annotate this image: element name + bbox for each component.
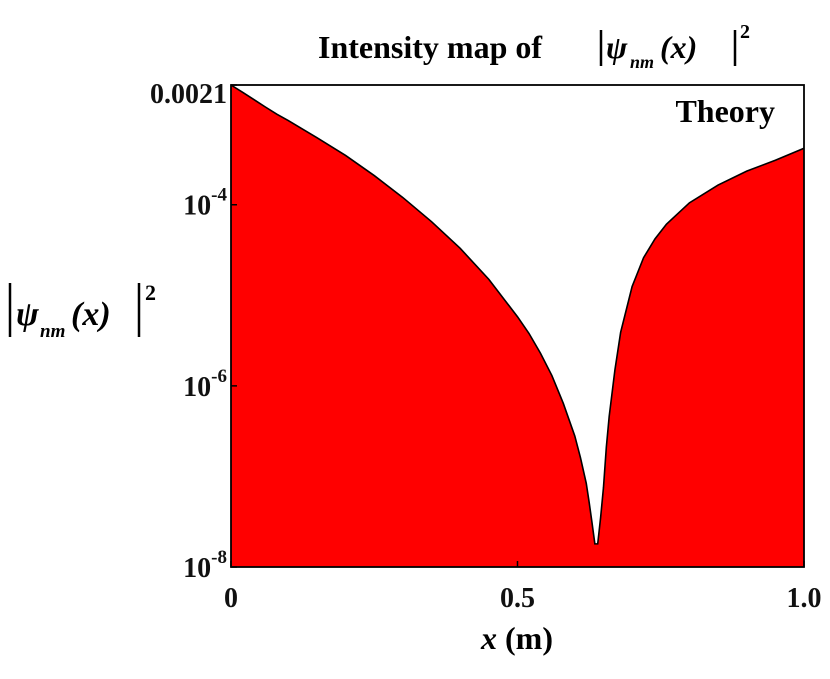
plot-area [230, 84, 805, 568]
xlabel-unit: (m) [497, 620, 553, 656]
ylabel-psi: ψ [16, 296, 39, 333]
theory-label: Theory [675, 93, 775, 129]
title-psi: ψ [606, 29, 628, 65]
x-tick-labels: 0 0.5 1.0 [224, 561, 822, 614]
x-axis-label: x (m) [480, 620, 553, 656]
y-tick-label: 10-4 [183, 185, 227, 222]
x-tick-label: 1.0 [787, 583, 822, 614]
series-curve-line [230, 84, 805, 545]
y-tick-label: 10-6 [183, 366, 227, 403]
y-axis-label: ψ nm (x) 2 [8, 280, 156, 342]
ylabel-power: 2 [145, 280, 156, 305]
y-tick-label: 10-8 [183, 547, 227, 584]
y-tick-labels: 10-8 10-6 10-4 0.0021 [150, 79, 237, 584]
title-power: 2 [740, 21, 750, 43]
ylabel-psi-subscript: nm [40, 321, 65, 342]
x-tick-label: 0 [224, 583, 238, 614]
series-area-fill [231, 85, 804, 567]
y-tick-label: 0.0021 [150, 79, 227, 110]
chart-title: Intensity map of [318, 29, 542, 65]
ylabel-psi-argument: (x) [71, 296, 111, 333]
x-tick-label: 0.5 [500, 583, 535, 614]
title-psi-subscript: nm [630, 52, 654, 72]
title-psi-argument: (x) [660, 29, 697, 65]
xlabel-variable: x [480, 620, 497, 656]
chart-title-prefix: Intensity map of [318, 29, 542, 65]
